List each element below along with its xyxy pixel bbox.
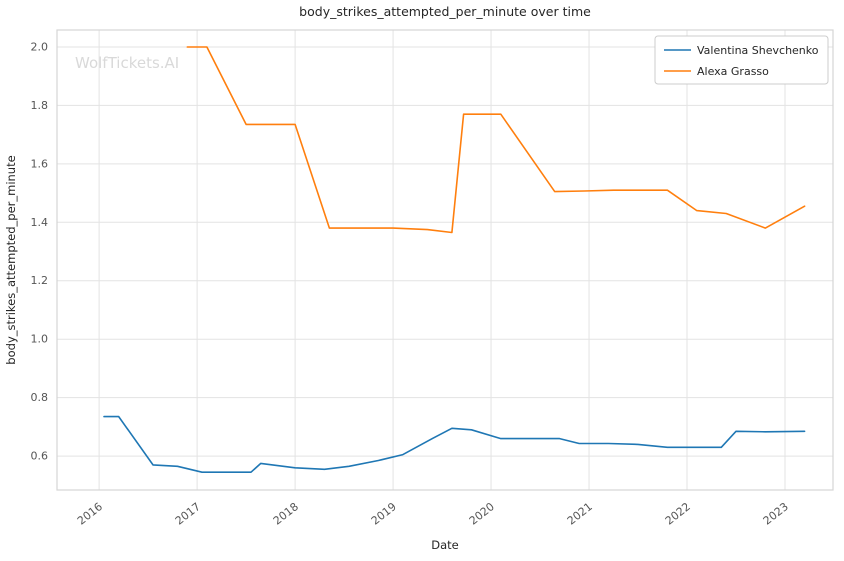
y-tick-label: 2.0 — [31, 40, 49, 53]
plot-area — [57, 30, 833, 490]
series-line-1 — [186, 46, 806, 234]
y-tick-label: 0.8 — [31, 391, 49, 404]
series-line-0 — [103, 415, 806, 474]
y-tick-label: 1.2 — [31, 274, 49, 287]
chart-title: body_strikes_attempted_per_minute over t… — [299, 4, 591, 19]
legend-label-1: Alexa Grasso — [697, 65, 769, 78]
y-axis-label: body_strikes_attempted_per_minute — [4, 155, 18, 364]
y-tick-label: 1.6 — [31, 157, 49, 170]
y-tick-label: 0.6 — [31, 450, 49, 463]
legend-box — [654, 35, 829, 85]
legend-label-0: Valentina Shevchenko — [697, 44, 819, 57]
plot-border — [56, 29, 834, 491]
y-tick-label: 1.8 — [31, 99, 49, 112]
watermark: WolfTickets.AI — [75, 54, 179, 72]
y-tick-label: 1.4 — [31, 216, 49, 229]
y-tick-label: 1.0 — [31, 333, 49, 346]
x-axis-label: Date — [431, 538, 459, 552]
